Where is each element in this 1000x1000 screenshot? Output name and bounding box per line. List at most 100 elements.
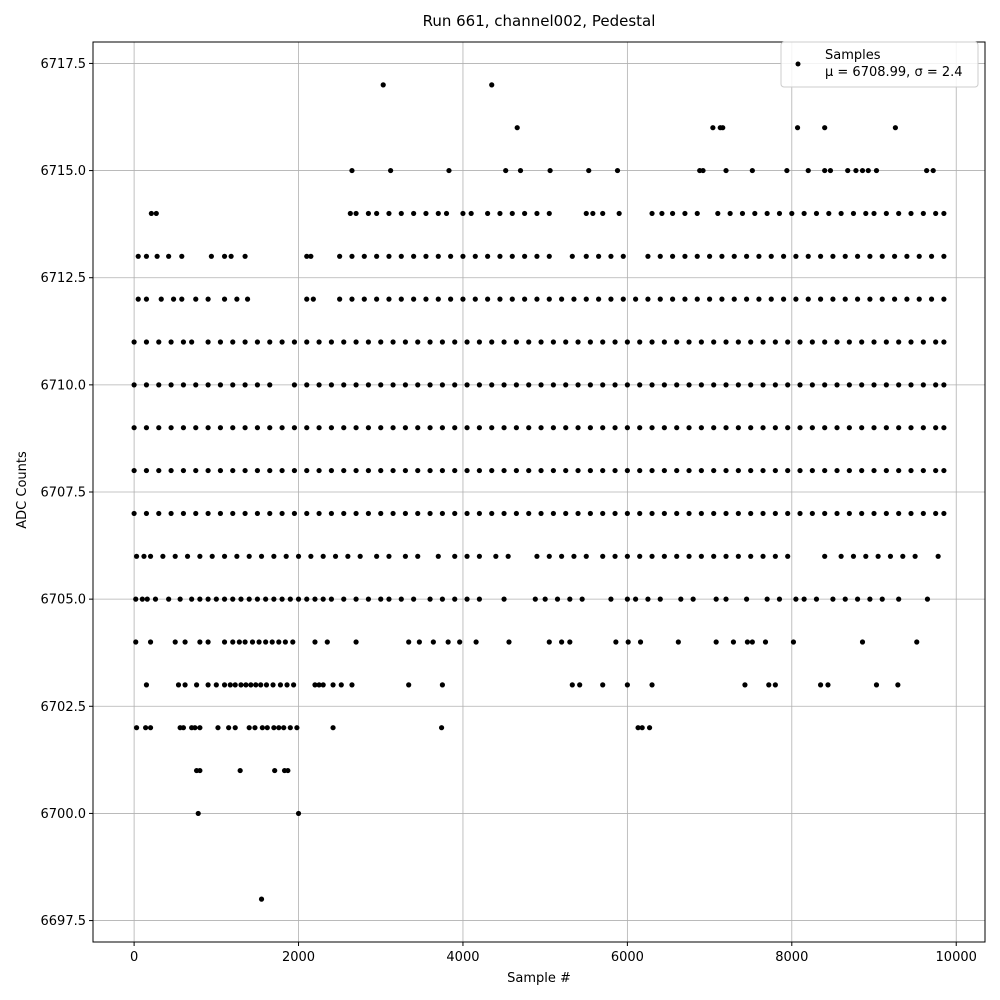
data-point	[234, 553, 240, 559]
data-point	[867, 296, 873, 302]
data-point	[472, 253, 478, 259]
data-point	[559, 639, 565, 645]
data-point	[637, 467, 643, 474]
data-point	[143, 339, 150, 345]
data-point	[221, 639, 228, 645]
data-point	[205, 510, 211, 517]
data-point	[744, 639, 751, 645]
data-point	[230, 510, 236, 517]
data-point	[221, 553, 228, 559]
data-point	[883, 210, 889, 217]
data-point	[143, 725, 149, 731]
data-point	[337, 253, 343, 259]
data-point	[485, 210, 491, 217]
data-point	[674, 382, 680, 388]
data-point	[608, 296, 614, 302]
data-point	[230, 639, 236, 645]
data-point	[637, 339, 643, 345]
data-point	[258, 896, 265, 902]
data-point	[532, 596, 538, 602]
data-point	[476, 339, 482, 345]
data-point	[242, 639, 248, 645]
data-point	[435, 210, 441, 217]
data-point	[182, 682, 188, 688]
data-point	[374, 210, 380, 217]
x-tick-label: 10000	[936, 950, 977, 965]
data-point	[386, 553, 392, 559]
data-point	[846, 467, 852, 474]
data-point	[776, 596, 783, 602]
data-point	[205, 339, 211, 345]
data-point	[411, 596, 417, 602]
data-point	[600, 553, 606, 559]
data-point	[928, 296, 935, 302]
data-point	[624, 596, 630, 602]
y-axis-label: ADC Counts	[15, 451, 30, 529]
data-point	[896, 467, 902, 474]
data-point	[809, 382, 815, 388]
data-point	[489, 382, 495, 388]
data-point	[501, 425, 507, 431]
data-point	[739, 210, 746, 217]
data-point	[526, 510, 532, 517]
data-point	[445, 639, 451, 645]
data-point	[760, 510, 766, 517]
data-point	[600, 467, 606, 474]
data-point	[846, 425, 852, 431]
data-point	[152, 596, 159, 602]
data-point	[267, 425, 273, 431]
data-point	[579, 596, 585, 602]
data-point	[871, 510, 877, 517]
data-point	[675, 639, 681, 645]
data-point	[430, 639, 436, 645]
data-point	[920, 425, 926, 431]
data-point	[390, 339, 396, 345]
data-point	[143, 467, 150, 474]
data-point	[390, 467, 396, 474]
data-point	[854, 596, 861, 602]
grid	[93, 42, 985, 942]
data-point	[489, 339, 495, 345]
data-point	[148, 210, 154, 217]
data-point	[509, 253, 515, 259]
data-point	[193, 296, 199, 302]
data-point	[682, 253, 688, 259]
data-point	[822, 125, 828, 131]
data-point	[253, 682, 259, 688]
data-point	[254, 467, 261, 474]
data-point	[160, 553, 166, 559]
data-point	[179, 253, 185, 259]
data-point	[710, 125, 716, 131]
data-point	[563, 339, 569, 345]
data-point	[583, 253, 589, 259]
data-point	[637, 510, 643, 517]
data-point	[361, 253, 367, 259]
data-point	[252, 725, 258, 731]
data-point	[933, 510, 939, 517]
data-point	[801, 210, 807, 217]
data-point	[822, 553, 828, 559]
data-point	[661, 425, 667, 431]
data-point	[304, 253, 310, 259]
data-point	[554, 596, 561, 602]
data-point	[197, 767, 203, 774]
data-point	[464, 596, 470, 602]
data-point	[785, 553, 791, 559]
data-point	[254, 596, 261, 602]
data-point	[415, 425, 421, 431]
data-point	[402, 553, 409, 559]
data-point	[328, 339, 335, 345]
data-point	[830, 296, 836, 302]
data-point	[563, 425, 569, 431]
data-point	[476, 510, 482, 517]
data-point	[892, 125, 898, 131]
data-point	[179, 296, 185, 302]
data-point	[780, 253, 787, 259]
data-point	[448, 253, 454, 259]
data-point	[320, 553, 326, 559]
data-point	[197, 725, 203, 731]
data-point	[143, 382, 150, 388]
data-point	[713, 639, 719, 645]
data-point	[217, 467, 224, 474]
data-point	[316, 425, 322, 431]
